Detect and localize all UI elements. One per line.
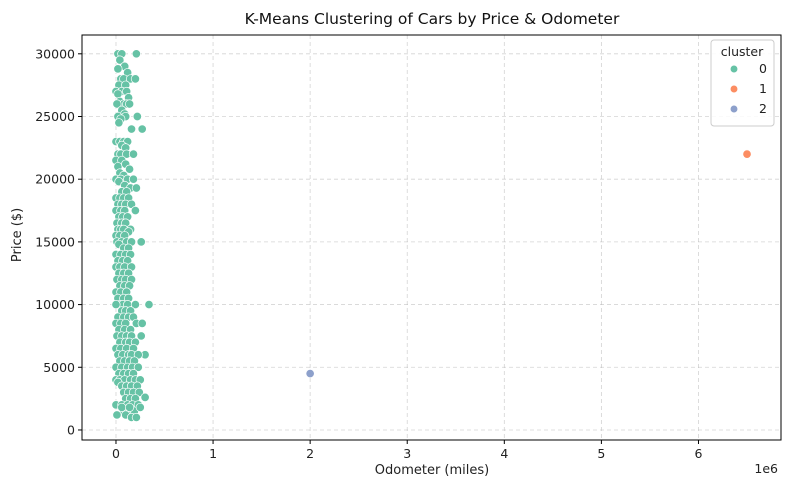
data-point [144, 300, 154, 310]
chart-title: K-Means Clustering of Cars by Price & Od… [245, 10, 620, 28]
data-point [132, 111, 142, 122]
data-point [125, 402, 135, 412]
plot-frame [81, 34, 782, 441]
grid-lines [82, 35, 781, 440]
data-point [128, 149, 139, 159]
data-point [115, 55, 125, 65]
legend: cluster 0 1 2 [710, 39, 775, 127]
legend-label: 1 [759, 81, 767, 96]
data-point [114, 118, 124, 128]
data-point [112, 410, 122, 420]
x-tick-label: 5 [597, 446, 605, 461]
x-axis-ticks: 0 1 2 3 4 5 6 [112, 440, 703, 461]
x-tick-label: 0 [112, 446, 120, 461]
legend-marker [729, 64, 739, 74]
series-cluster-2 [305, 368, 315, 379]
data-point [130, 300, 140, 310]
x-tick-label: 3 [403, 446, 411, 461]
data-point [137, 318, 147, 328]
data-point [137, 124, 147, 134]
data-point [125, 164, 135, 174]
data-point [742, 149, 752, 159]
y-tick-label: 5000 [43, 360, 75, 375]
y-axis-ticks: 0 5000 10000 15000 20000 25000 30000 [35, 46, 82, 437]
data-point [130, 74, 140, 84]
legend-label: 2 [759, 101, 767, 116]
data-point [131, 49, 141, 59]
y-tick-label: 15000 [35, 234, 75, 249]
legend-marker [729, 104, 739, 114]
data-point [131, 412, 141, 422]
data-point [111, 300, 121, 310]
data-point [133, 362, 143, 372]
data-point [140, 392, 150, 402]
y-tick-label: 10000 [35, 297, 75, 312]
data-point [112, 99, 122, 109]
data-point [125, 99, 135, 109]
y-tick-label: 0 [67, 422, 75, 437]
legend-box [710, 39, 775, 127]
series-cluster-0 [111, 49, 154, 422]
legend-label: 0 [759, 61, 767, 76]
x-tick-label: 1 [209, 446, 217, 461]
y-axis-label: Price ($) [10, 208, 25, 262]
data-point [130, 205, 140, 216]
x-tick-label: 4 [500, 446, 508, 461]
x-axis-offset-label: 1e6 [754, 461, 778, 476]
data-point [305, 368, 315, 379]
data-point [117, 402, 127, 412]
data-point [113, 89, 123, 99]
data-point [113, 64, 123, 74]
y-tick-label: 25000 [35, 109, 75, 124]
y-tick-label: 20000 [35, 172, 75, 187]
data-point [136, 331, 146, 341]
y-tick-label: 30000 [35, 46, 75, 61]
x-tick-label: 2 [306, 446, 314, 461]
legend-marker [729, 84, 739, 94]
data-point [126, 124, 137, 134]
series-cluster-1 [742, 149, 752, 159]
data-point [131, 183, 141, 193]
x-tick-label: 6 [695, 446, 703, 461]
data-point [135, 402, 145, 412]
data-point [136, 237, 146, 247]
x-axis-label: Odometer (miles) [375, 463, 489, 478]
legend-title: cluster [721, 44, 764, 59]
data-point [128, 174, 139, 184]
data-points [111, 49, 752, 422]
